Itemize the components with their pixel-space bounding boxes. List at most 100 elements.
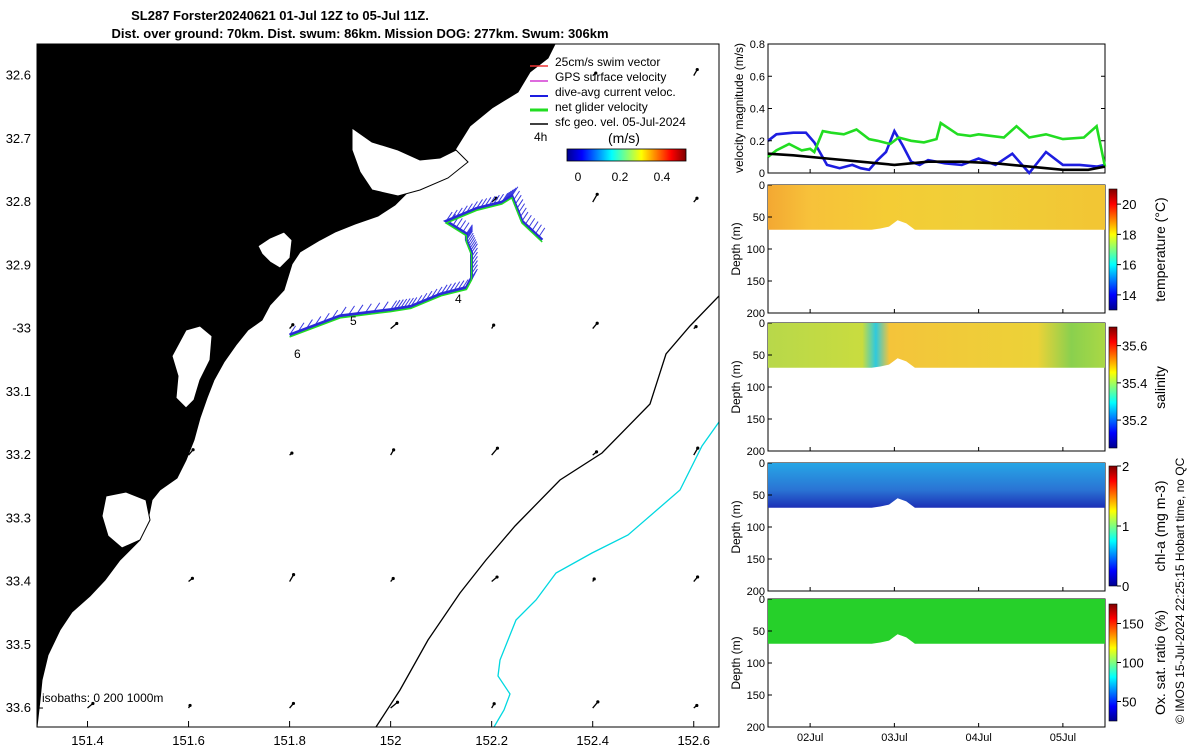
geo-vector-head [188,703,192,708]
geo-vector-head [91,701,95,706]
geo-vector-head [492,323,496,327]
velocity-tick-label: 0 [759,168,765,180]
oxygen-field [768,599,1105,644]
lat-tick-label: 32.7 [6,131,31,146]
speed-tick-0: 0 [575,170,582,184]
date-tick-label: 04Jul [965,732,991,744]
geo-vector-head [391,576,395,581]
geo-vector-head [391,69,395,73]
geo-vector-head [495,575,499,579]
depth-tick-label: 50 [753,350,765,362]
geo-vector-head [395,700,400,704]
depth-tick-label: 100 [747,658,765,670]
date-tick-label: 03Jul [881,732,907,744]
depth-tick-label: 100 [747,382,765,394]
depth-tick-label: 200 [747,446,765,458]
lon-tick-label: 151.8 [273,733,306,748]
legend-geo: sfc geo. vel. 05-Jul-2024 [555,115,686,129]
salinity-panel [767,322,1118,452]
track-label-6: 6 [294,347,301,361]
geo-vector-head [190,197,194,202]
geo-vector-head [696,446,700,450]
track-label-5: 5 [350,314,357,328]
legend-net: net glider velocity [555,100,648,114]
isobath-1000m [493,421,719,727]
depth-tick-label: 0 [759,458,765,470]
depth-tick-label: 0 [759,180,765,192]
map-axis-ticks: 151.4 151.6 151.8 152 152.2 152.4 152.6 32.6 32.… [6,68,710,748]
net-glider-velocity-track [289,196,543,338]
swim-vector [462,222,470,232]
lat-tick-label: -33 [12,321,31,336]
oxygen-colorbar [1108,603,1118,722]
geostrophic-velocity-arrows [86,67,700,709]
colorbar-tick-label: 35.4 [1122,376,1147,391]
speed-colorbar: (m/s) 0 0.2 0.4 [566,130,687,184]
geo-vector-head [390,198,395,202]
temperature-field [768,185,1105,230]
velocity-axes [767,43,1106,174]
lon-tick-label: 152.4 [576,733,609,748]
depth-tick-label: 0 [759,594,765,606]
colorbar-tick-label: 18 [1122,227,1136,242]
geo-vector-head [87,71,91,75]
colorbar-tick-label: 20 [1122,197,1136,212]
chla-field [768,463,1105,508]
estuary [171,325,213,409]
lat-tick-label: 33.3 [6,510,31,525]
velocity-line-net-glider-velocity [767,120,1107,167]
depth-tick-label: 150 [747,554,765,566]
legend-swim: 25cm/s swim vector [555,55,660,69]
depth-tick-label: 50 [753,626,765,638]
lat-tick-label: 33.6 [6,700,31,715]
colorbar-tick-label: 150 [1122,617,1144,632]
geo-vector-head [695,575,700,579]
depth-tick-label: 200 [747,586,765,598]
depth-axis-label: Depth (m) [729,500,743,553]
geo-vector-head [90,323,94,327]
geo-vector-head [290,451,294,455]
velocity-panel: 0 0.2 0.4 0.6 0.8 velocity magnitude (m/s) [732,39,1107,180]
geo-vector-head [595,192,599,196]
date-tick-label: 02Jul [797,732,823,744]
colorbar-tick-label: 2 [1122,459,1129,474]
geo-vector-head [594,71,598,75]
depth-tick-label: 150 [747,414,765,426]
geo-vector-head [291,323,295,327]
geo-vector-head [91,573,95,577]
speed-colorbar-title: (m/s) [608,130,640,146]
depth-tick-label: 200 [747,308,765,320]
geo-vector-head [91,194,95,198]
isobath-200m [375,295,719,727]
velocity-ylabel: velocity magnitude (m/s) [732,43,746,173]
depth-tick-label: 0 [759,318,765,330]
swim-vector [538,227,546,238]
lat-tick-label: 33.1 [6,384,31,399]
depth-tick-label: 100 [747,522,765,534]
colorbar-label: salinity [1152,366,1168,409]
velocity-line-sfc-geo-vel- [767,152,1106,172]
geo-vector-head [596,700,600,704]
geo-vector-head [495,446,500,450]
swim-vector [465,224,473,234]
colorbar-tick-label: 50 [1122,695,1136,710]
track-label-4h: 4h [534,130,547,144]
chla-colorbar [1108,465,1118,587]
lat-tick-label: 33.5 [6,637,31,652]
geo-vector-head [190,576,194,580]
swim-vector [459,220,467,230]
legend-dive: dive-avg current veloc. [555,85,676,99]
salinity-colorbar [1108,326,1118,449]
depth-tick-label: 150 [747,690,765,702]
legend-gps: GPS surface velocity [555,70,666,84]
lon-tick-label: 152 [380,733,402,748]
oxygen-panel [767,598,1118,728]
isobaths-label: isobaths: 0 200 1000m [42,691,163,705]
colorbar-tick-label: 35.2 [1122,413,1147,428]
bay [101,491,151,549]
velocity-tick-label: 0.4 [750,104,765,116]
map-legend: 25cm/s swim vector GPS surface velocity … [530,55,686,129]
geo-vector-head [291,194,295,198]
footer-note: © IMOS 15-Jul-2024 22:25:15 Hobart time,… [1173,457,1187,724]
